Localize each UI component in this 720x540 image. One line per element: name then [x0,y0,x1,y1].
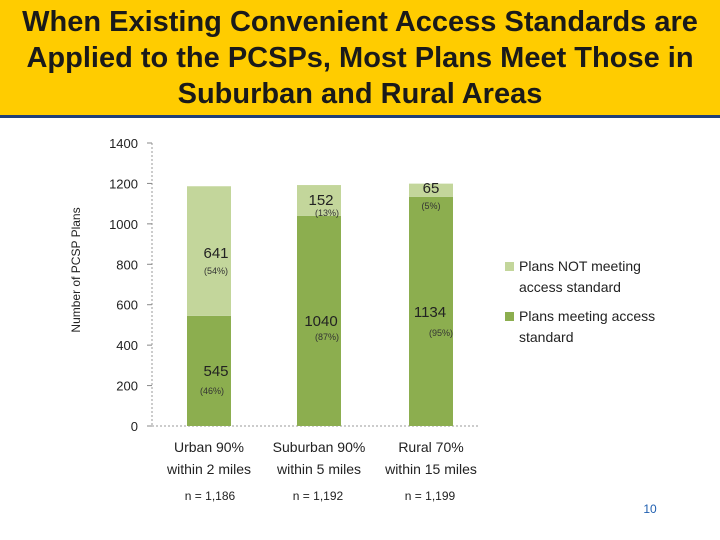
value-label-meeting-2: 1134 [414,304,446,321]
bar-not-meeting-0 [187,186,231,316]
y-tick-label: 600 [116,298,138,313]
n-label-0: n = 1,186 [185,489,236,503]
bar-meeting-1 [297,215,341,426]
percent-label-meeting-2: (95%) [429,328,453,338]
n-label-2: n = 1,199 [405,489,456,503]
percent-label-not-meeting-1: (13%) [315,208,339,218]
y-tick-label: 800 [116,257,138,272]
category-label-2: Rural 70% [398,439,463,455]
percent-label-meeting-1: (87%) [315,332,339,342]
category-label-1: Suburban 90% [273,439,366,455]
y-tick-label: 400 [116,338,138,353]
value-label-not-meeting-1: 152 [308,192,333,209]
legend-label-1: Plans meeting access [519,308,655,324]
bar-meeting-2 [409,196,453,426]
legend-label-0: access standard [519,279,621,295]
slide-title: When Existing Convenient Access Standard… [22,5,698,110]
value-label-not-meeting-2: 65 [423,180,440,197]
percent-label-meeting-0: (46%) [200,386,224,396]
bar-meeting-0 [187,315,231,426]
page-number: 10 [643,502,657,516]
title-bar: When Existing Convenient Access Standard… [0,0,720,118]
percent-label-not-meeting-0: (54%) [204,266,228,276]
bar-not-meeting-1 [297,185,341,216]
legend-label-0: Plans NOT meeting [519,258,641,274]
category-label-0: within 2 miles [166,461,251,477]
n-label-1: n = 1,192 [293,489,344,503]
y-tick-label: 1400 [109,136,138,151]
value-label-not-meeting-0: 641 [203,245,228,262]
value-label-meeting-1: 1040 [304,313,337,330]
y-tick-label: 0 [131,419,138,434]
bar-not-meeting-2 [409,183,453,197]
category-label-1: within 5 miles [276,461,361,477]
legend-swatch-1 [505,312,514,321]
legend-swatch-0 [505,262,514,271]
y-tick-label: 200 [116,379,138,394]
percent-label-not-meeting-2: (5%) [421,201,440,211]
category-label-0: Urban 90% [174,439,244,455]
value-label-meeting-0: 545 [203,363,228,380]
y-tick-label: 1200 [109,176,138,191]
y-axis-title: Number of PCSP Plans [69,207,83,332]
y-tick-label: 1000 [109,217,138,232]
legend-label-1: standard [519,329,573,345]
category-label-2: within 15 miles [384,461,477,477]
